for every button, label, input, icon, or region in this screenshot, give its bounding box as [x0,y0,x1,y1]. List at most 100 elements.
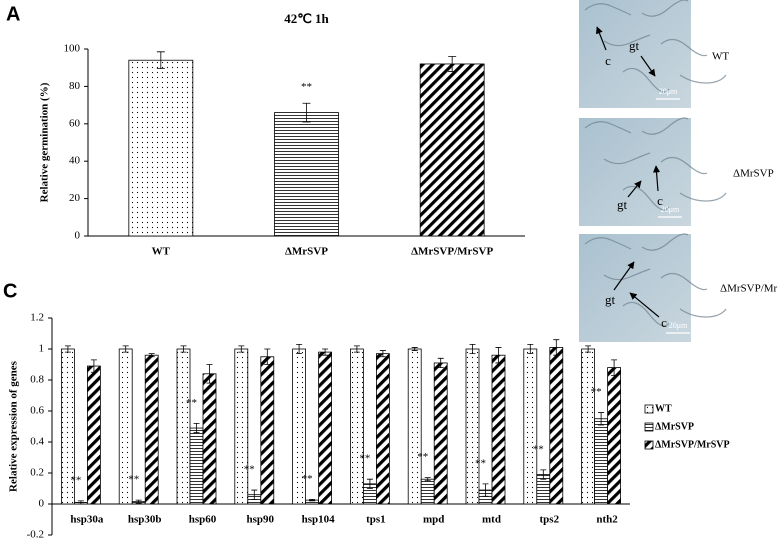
bar [274,112,339,237]
bar [349,348,364,505]
error-bar [424,477,431,482]
bar [407,348,422,505]
hypha [679,192,727,202]
bar [594,418,608,505]
bar [87,365,101,505]
error-bar [469,343,476,355]
x-tick-label: mpd [423,514,444,526]
error-bar [77,500,84,505]
arrow [652,165,661,192]
significance-marker: ** [128,474,139,486]
bar [491,354,506,505]
error-bar [598,412,605,426]
panel-label: A [6,3,20,25]
error-bar [206,364,213,384]
arrow [629,292,660,318]
error-bar [302,102,311,123]
bar [318,351,333,505]
y-axis-label: Relative expression of genes [8,360,20,492]
error-bar [437,357,444,368]
error-bar [495,347,502,364]
y-tick-label: 0.8 [30,374,44,386]
y-tick-label: 0.6 [30,405,44,417]
hypha [603,268,651,281]
panel-label: C [3,280,17,302]
error-bar [540,469,547,480]
y-tick-label: 60 [69,117,81,129]
error-bar [411,347,418,351]
y-axis-label: Relative germination (%) [39,82,51,202]
x-tick-label: mtd [482,514,501,526]
hypha [622,67,670,93]
x-tick-label: hsp30b [128,514,162,526]
x-tick-label: hsp60 [189,514,217,526]
y-tick-label: 0.2 [30,467,44,479]
arrow [640,55,656,77]
y-tick-label: 20 [69,192,81,204]
bar [234,348,249,505]
cell-annotation: c [657,193,663,208]
bar [420,478,435,505]
bar [433,362,448,505]
significance-marker: ** [417,451,428,463]
legend-label: WT [655,403,672,414]
error-bar [527,343,534,355]
error-bar [180,345,187,353]
significance-marker: ** [359,453,370,465]
cell-annotation: gt [617,197,628,212]
scale-label: 20μm [669,321,688,330]
error-bar [353,345,360,353]
error-bar [264,348,271,365]
y-tick-label: 100 [64,43,81,55]
bar [581,348,595,505]
hypha [641,0,689,17]
micrograph [579,234,691,342]
error-bar [148,353,155,358]
x-tick-label: hsp104 [302,514,336,526]
y-tick-label: 80 [69,80,81,92]
arrow [613,261,635,291]
significance-marker: ** [302,473,313,485]
hypha [622,185,670,211]
micrograph [579,0,691,108]
hypha [679,74,727,84]
legend-label: ΔMrSVP/MrSVP [655,439,730,450]
significance-marker: ** [591,386,602,398]
bar [607,367,621,505]
error-bar [553,339,560,356]
cell-annotation: gt [629,38,640,53]
bar [260,356,275,505]
x-tick-label: WT [152,246,171,258]
bar [128,59,194,237]
x-tick-label: ΔMrSVP [285,246,328,258]
significance-marker: ** [475,457,486,469]
error-bar [296,343,303,355]
strain-label: ΔMrSVP [733,168,774,180]
bar [549,347,564,505]
error-bar [379,350,386,358]
micrographs: cgt20μmWTgtc20μmΔMrSVPgtc20μmΔMrSVP/MrSV… [579,0,778,342]
hypha [641,117,689,135]
bar [375,353,390,505]
significance-marker: ** [533,443,544,455]
x-tick-label: hsp90 [247,514,275,526]
y-tick-label: 40 [69,155,81,167]
bar [523,348,538,505]
y-tick-label: 0 [75,230,81,242]
strain-label: ΔMrSVP/MrSVP [720,283,778,295]
hypha [603,152,651,165]
hypha [603,34,651,47]
significance-marker: ** [186,397,197,409]
x-tick-label: nth2 [596,514,618,526]
x-tick-label: tps2 [540,514,560,526]
hypha [660,156,708,175]
error-bar [193,423,200,434]
y-tick-label: 0.4 [30,436,44,448]
error-bar [90,359,97,373]
hypha [660,272,708,291]
bar [189,427,204,505]
significance-marker: ** [70,474,81,486]
x-tick-label: ΔMrSVP/MrSVP [411,246,493,258]
error-bar [482,483,489,497]
cell-annotation: c [605,53,611,68]
